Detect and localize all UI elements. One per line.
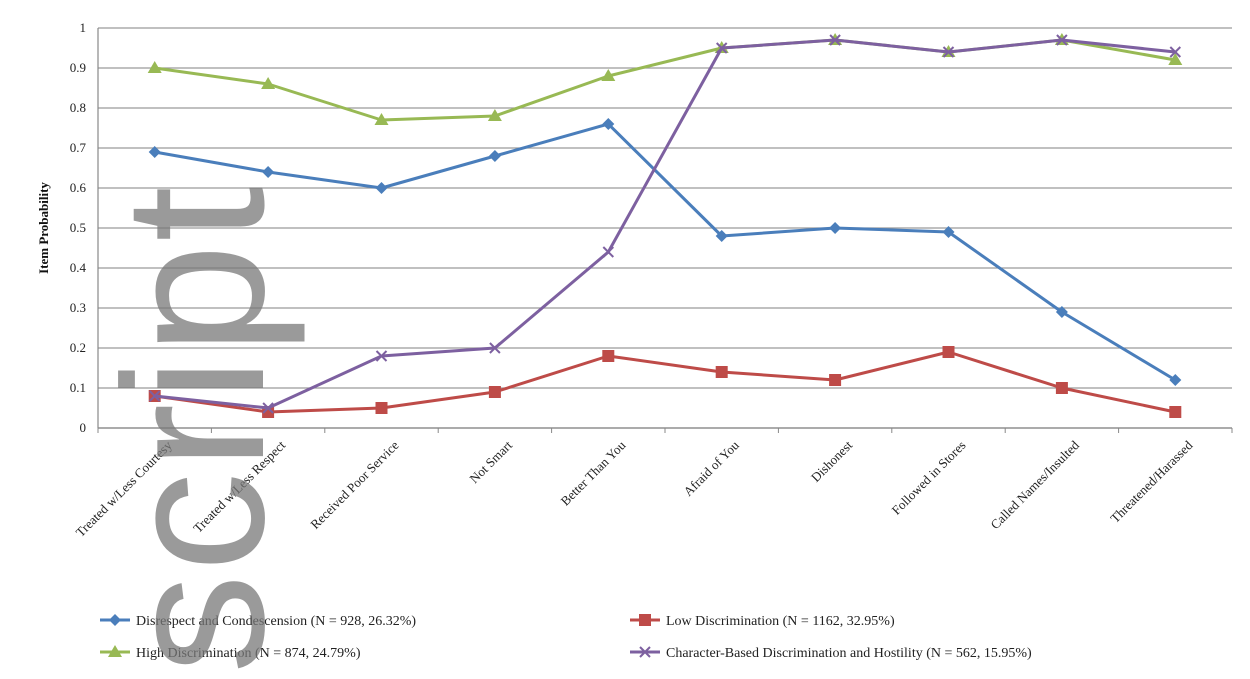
x-tick-label: Not Smart — [466, 437, 515, 486]
series-2 — [148, 346, 1182, 418]
x-tick-label: Treated w/Less Respect — [190, 437, 288, 535]
marker-stroke — [829, 34, 841, 46]
data-point — [148, 146, 161, 158]
series-lines — [147, 33, 1183, 418]
marker-stroke — [639, 646, 651, 658]
data-point — [942, 226, 955, 238]
data-point — [829, 374, 842, 386]
y-tick-label: 0.6 — [70, 180, 87, 195]
legend: Disrespect and Condescension (N = 928, 2… — [100, 614, 1032, 661]
y-axis-title: Item Probability — [36, 182, 51, 274]
data-point — [715, 42, 728, 54]
data-point — [262, 166, 275, 178]
legend-label: High Discrimination (N = 874, 24.79%) — [136, 646, 361, 661]
y-tick-label: 0.2 — [70, 340, 86, 355]
series-1 — [148, 118, 1182, 386]
data-point — [261, 77, 276, 89]
marker-stroke — [375, 350, 388, 362]
series-line — [154, 122, 1177, 382]
data-point — [1169, 406, 1182, 418]
data-point — [602, 118, 615, 130]
marker-stroke — [148, 390, 161, 402]
legend-item: Character-Based Discrimination and Hosti… — [630, 646, 1032, 661]
marker-stroke — [1056, 34, 1068, 46]
data-point — [488, 386, 501, 398]
legend-item: High Discrimination (N = 874, 24.79%) — [100, 645, 361, 661]
legend-marker — [109, 614, 121, 626]
marker-stroke — [602, 246, 615, 258]
gridlines — [98, 27, 1232, 429]
marker-stroke — [489, 342, 501, 354]
legend-label: Disrespect and Condescension (N = 928, 2… — [136, 614, 416, 629]
data-point — [374, 113, 389, 125]
legend-label: Low Discrimination (N = 1162, 32.95%) — [666, 614, 895, 629]
data-point — [942, 46, 955, 58]
data-point — [715, 366, 728, 378]
x-tick-label: Called Names/Insulted — [987, 437, 1082, 532]
data-point — [1055, 306, 1068, 318]
legend-marker — [108, 645, 122, 657]
data-point — [488, 150, 501, 162]
axes: 0 0.1 0.2 0.3 0.4 0.5 0.6 0.7 0.8 0.9 1 — [70, 20, 1233, 435]
y-tick-label: 0.3 — [70, 300, 86, 315]
data-point — [148, 390, 161, 402]
marker-stroke — [262, 402, 274, 414]
data-point — [601, 69, 616, 81]
data-point — [1168, 53, 1183, 65]
legend-item: Disrespect and Condescension (N = 928, 2… — [100, 614, 416, 629]
x-tick-labels: Treated w/Less Courtesy Treated w/Less Re… — [73, 437, 1196, 540]
y-tick-label: 0.1 — [70, 380, 86, 395]
marker-stroke — [715, 42, 728, 54]
x-tick-label: Afraid of You — [680, 437, 742, 499]
marker-stroke — [1169, 46, 1182, 58]
legend-marker — [639, 614, 651, 626]
data-point — [1169, 46, 1182, 58]
series-3 — [147, 33, 1183, 125]
data-point — [1056, 34, 1068, 46]
y-tick-label: 1 — [80, 20, 87, 35]
series-line — [154, 38, 1176, 410]
data-point — [829, 34, 841, 46]
x-tick-label: Followed in Stores — [889, 438, 969, 518]
data-point — [489, 342, 501, 354]
data-point — [375, 182, 388, 194]
series-line — [154, 350, 1176, 414]
data-point — [147, 61, 162, 73]
x-tick-label: Received Poor Service — [307, 437, 401, 531]
x-tick-label: Threatened/Harassed — [1107, 437, 1196, 526]
data-point — [829, 222, 842, 234]
legend-item: Low Discrimination (N = 1162, 32.95%) — [630, 614, 895, 629]
data-point — [262, 402, 274, 414]
data-point — [602, 246, 615, 258]
data-point — [375, 350, 388, 362]
data-point — [1055, 382, 1068, 394]
x-tick-label: Dishonest — [808, 437, 856, 485]
x-tick-label: Better Than You — [557, 437, 628, 508]
legend-label: Character-Based Discrimination and Hosti… — [666, 646, 1032, 661]
data-point — [715, 230, 728, 242]
y-tick-label: 0.5 — [70, 220, 86, 235]
series-4 — [148, 34, 1182, 414]
marker-stroke — [942, 46, 955, 58]
y-tick-label: 0.4 — [70, 260, 87, 275]
y-tick-label: 0.9 — [70, 60, 86, 75]
data-point — [375, 402, 388, 414]
data-point — [602, 350, 615, 362]
data-point — [1169, 374, 1182, 386]
x-tick-label: Treated w/Less Courtesy — [73, 437, 176, 540]
legend-marker — [639, 646, 651, 658]
y-tick-label: 0 — [80, 420, 87, 435]
data-point — [942, 346, 955, 358]
y-tick-label: 0.7 — [70, 140, 87, 155]
y-tick-label: 0.8 — [70, 100, 86, 115]
data-point — [487, 109, 502, 121]
